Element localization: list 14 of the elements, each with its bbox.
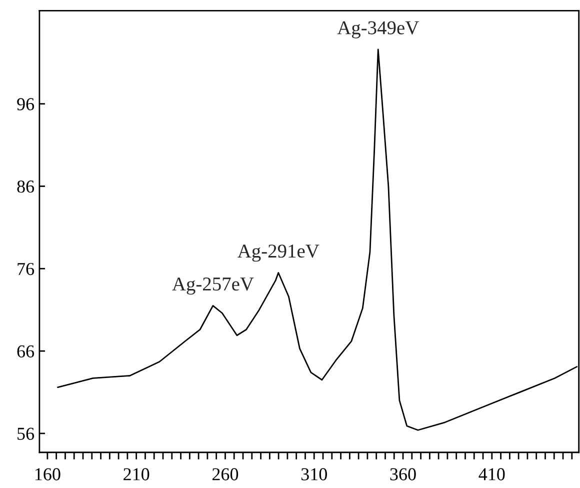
y-tick-label: 56 [18,428,34,440]
x-tick-label: 210 [124,468,150,480]
x-tick-label: 160 [35,468,60,480]
y-tick-label: 76 [18,262,34,276]
x-tick-label: 260 [212,468,238,480]
y-tick-label: 66 [17,345,34,358]
y-tick-label: 96 [17,98,34,110]
annotation: Ag-257eV [172,278,254,295]
x-tick-label: 360 [390,468,416,480]
annotation: Ag-291eV [238,244,320,262]
x-tick-label: 310 [301,468,327,480]
annotation: Ag-349eV [337,21,419,38]
y-tick-label: 86 [17,180,34,193]
x-tick-label: 410 [478,468,505,480]
